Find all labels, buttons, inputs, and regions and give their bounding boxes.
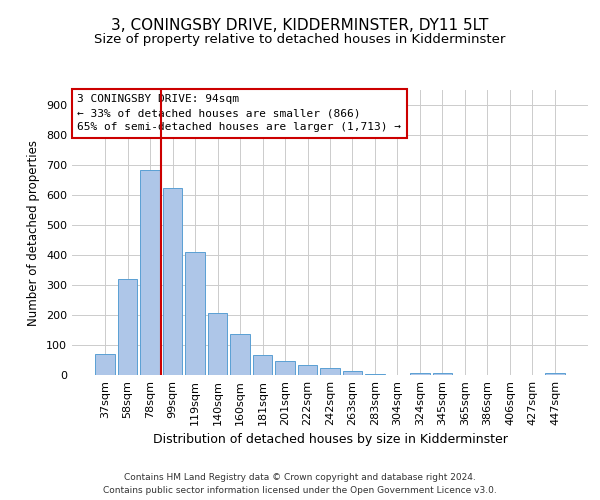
Bar — [343, 372, 362, 375]
Text: Size of property relative to detached houses in Kidderminster: Size of property relative to detached ho… — [94, 32, 506, 46]
Bar — [185, 252, 205, 375]
Bar — [163, 188, 182, 375]
Text: Contains HM Land Registry data © Crown copyright and database right 2024.
Contai: Contains HM Land Registry data © Crown c… — [103, 473, 497, 495]
Bar — [253, 354, 272, 375]
Bar — [140, 170, 160, 375]
Bar — [118, 279, 137, 375]
Y-axis label: Number of detached properties: Number of detached properties — [28, 140, 40, 326]
Bar — [545, 372, 565, 375]
Bar — [95, 354, 115, 375]
Bar — [208, 313, 227, 375]
Bar — [433, 372, 452, 375]
X-axis label: Distribution of detached houses by size in Kidderminster: Distribution of detached houses by size … — [152, 434, 508, 446]
Bar — [275, 361, 295, 375]
Bar — [230, 334, 250, 375]
Bar — [410, 372, 430, 375]
Bar — [298, 366, 317, 375]
Bar — [365, 374, 385, 375]
Text: 3 CONINGSBY DRIVE: 94sqm
← 33% of detached houses are smaller (866)
65% of semi-: 3 CONINGSBY DRIVE: 94sqm ← 33% of detach… — [77, 94, 401, 132]
Bar — [320, 368, 340, 375]
Text: 3, CONINGSBY DRIVE, KIDDERMINSTER, DY11 5LT: 3, CONINGSBY DRIVE, KIDDERMINSTER, DY11 … — [112, 18, 488, 32]
